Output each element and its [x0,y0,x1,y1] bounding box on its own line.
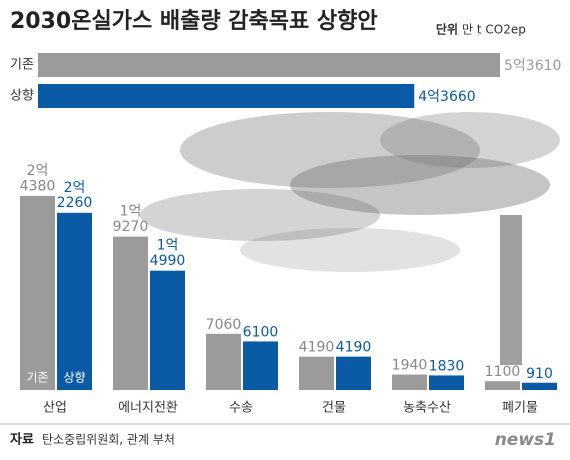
value-label: 2억 4380 [20,163,56,194]
value-label: 1940 [392,358,428,374]
value-label: 7060 [206,317,242,333]
title: 2030온실가스 배출량 감축목표 상향안 [10,9,378,34]
legend-label: 상향 [63,371,85,385]
bar [429,375,464,390]
value-label: 6100 [243,324,279,340]
category-label: 농축수산 [403,401,451,416]
unit-label: 단위 [436,22,458,37]
value-label: 4억3660 [418,89,475,105]
smoke-decoration [140,112,560,365]
value-label: 2억 2260 [57,180,93,211]
value-label: 1억 9270 [113,204,149,235]
value-label: 4190 [299,340,335,356]
bar [20,195,55,390]
bar [57,212,92,390]
bar [299,356,334,390]
bar [38,53,500,77]
value-label: 1억 4990 [150,238,186,269]
legend-label: 기존 [26,371,48,385]
bar [522,382,557,390]
logo: news1 [495,430,556,450]
category-label: 에너지전환 [118,401,178,416]
bar [243,341,278,390]
bar [336,356,371,390]
value-label: 1100 [485,364,521,380]
category-label: 폐기물 [502,401,538,416]
category-label: 건물 [322,401,346,416]
source: 탄소중립위원회, 관계 부처 [42,433,175,447]
source-label: 자료 [10,433,34,448]
bar [38,84,415,108]
row-label: 기존 [10,58,34,73]
value-label: 910 [526,366,553,382]
bar [150,270,185,390]
bar [392,374,427,390]
unit: 만 t CO2ep [462,23,526,37]
category-label: 산업 [43,401,67,416]
value-label: 5억3610 [504,58,561,74]
value-label: 1830 [429,358,465,374]
bar [113,236,148,390]
bar [485,381,520,390]
value-label: 4190 [336,340,372,356]
category-label: 수송 [229,401,253,416]
row-label: 상향 [10,89,34,104]
bar [206,333,241,390]
